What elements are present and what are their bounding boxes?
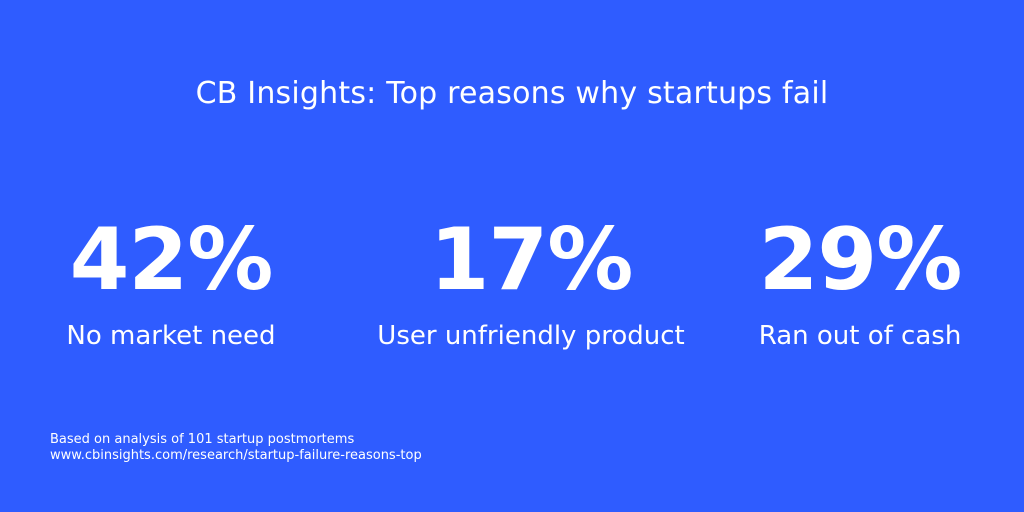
- stat-label: Ran out of cash: [758, 321, 962, 351]
- footer-source-url: www.cbinsights.com/research/startup-fail…: [50, 448, 422, 463]
- stat-value: 29%: [758, 210, 963, 310]
- stat-label: User unfriendly product: [377, 321, 685, 351]
- page-title: CB Insights: Top reasons why startups fa…: [195, 76, 829, 111]
- stat-no-market-need: 42% No market need: [40, 212, 302, 354]
- stat-ran-out-of-cash: 29% Ran out of cash: [735, 212, 985, 354]
- stat-value: 42%: [69, 210, 274, 310]
- footer: Based on analysis of 101 startup postmor…: [50, 432, 422, 464]
- stat-value: 17%: [429, 210, 634, 310]
- stat-user-unfriendly-product: 17% User unfriendly product: [346, 212, 716, 354]
- stats-row: 42% No market need 17% User unfriendly p…: [0, 212, 1024, 372]
- stat-label: No market need: [66, 321, 276, 351]
- footer-note: Based on analysis of 101 startup postmor…: [50, 432, 355, 447]
